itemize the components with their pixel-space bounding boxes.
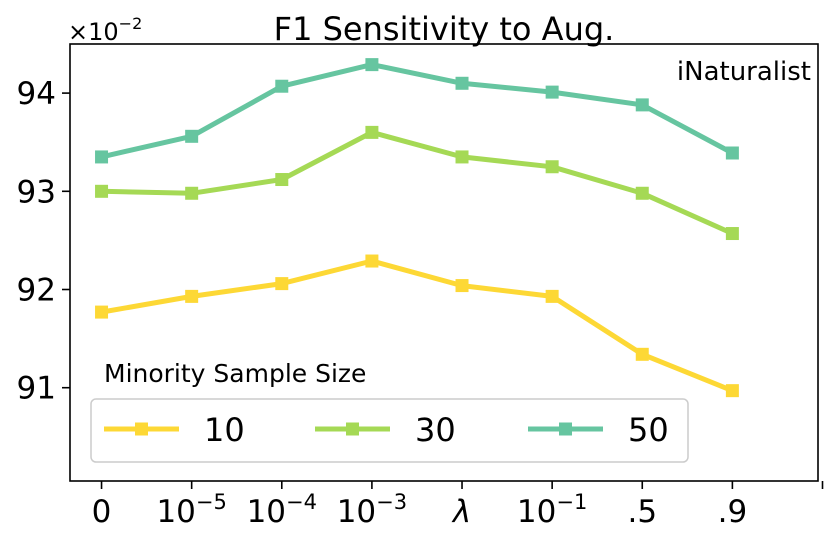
x-tick-exponent: −3	[376, 490, 407, 514]
data-point	[455, 279, 469, 293]
x-tick-base: 10	[247, 494, 286, 530]
x-tick-base: 10	[337, 494, 376, 530]
legend: Minority Sample Size 10 30 50	[90, 359, 689, 463]
y-tick-label: 93	[17, 174, 56, 210]
x-tick-base: 10	[517, 494, 556, 530]
legend-item-10: 10	[104, 411, 245, 449]
x-tick-exponent: −5	[196, 490, 227, 514]
x-tick-label: .9	[718, 494, 748, 530]
series-line	[101, 129, 734, 236]
data-point	[725, 227, 739, 241]
y-multiplier-exponent: −2	[119, 14, 143, 33]
legend-entries: 10 30 50	[104, 411, 669, 449]
series-50	[95, 58, 739, 164]
x-tick-label: 10−3	[337, 490, 407, 530]
data-point	[365, 125, 379, 139]
x-tick-label: λ	[451, 494, 471, 530]
legend-item-30: 30	[315, 411, 456, 449]
data-point	[95, 305, 109, 319]
x-axis: 0 10−5 10−4 10−3 λ 10−1.5.9	[92, 481, 824, 530]
legend-label: 50	[628, 411, 669, 449]
x-tick-exponent: −4	[286, 490, 317, 514]
legend-marker	[559, 422, 572, 436]
dataset-annotation: iNaturalist	[677, 57, 811, 87]
legend-marker	[346, 422, 359, 436]
x-tick-base: .5	[627, 494, 657, 530]
data-point	[185, 129, 199, 143]
legend-item-50: 50	[528, 411, 669, 449]
data-point	[635, 186, 649, 200]
series-line	[100, 62, 734, 160]
x-tick-base: λ	[451, 494, 471, 530]
x-tick-base: 10	[156, 494, 195, 530]
y-multiplier: ×10−2	[68, 14, 142, 46]
data-point	[545, 160, 559, 174]
data-point	[545, 85, 559, 99]
y-multiplier-base: ×10	[68, 18, 119, 46]
legend-label: 10	[204, 411, 245, 449]
plot-area	[69, 43, 819, 482]
data-point	[455, 76, 469, 90]
legend-marker	[135, 422, 148, 436]
data-point	[275, 79, 289, 93]
data-point	[725, 384, 739, 398]
series-layer	[95, 58, 739, 398]
legend-label: 30	[415, 411, 456, 449]
data-point	[275, 173, 289, 187]
x-tick-label: 10−4	[247, 490, 317, 530]
legend-title: Minority Sample Size	[104, 359, 366, 388]
data-point	[95, 150, 109, 164]
data-point	[545, 289, 559, 303]
x-tick-label: 10−5	[156, 490, 226, 530]
y-axis: 91 92 93 94	[17, 76, 70, 407]
data-point	[635, 98, 649, 112]
x-tick-label: 0	[92, 494, 112, 530]
data-point	[95, 184, 109, 198]
y-tick-label: 92	[17, 273, 56, 309]
y-tick-label: 91	[17, 371, 56, 407]
series-line	[101, 258, 734, 394]
x-tick-base: .9	[718, 494, 748, 530]
series-10	[95, 254, 739, 398]
data-point	[185, 289, 199, 303]
data-point	[365, 254, 379, 268]
x-tick-base: 0	[92, 494, 112, 530]
data-point	[455, 150, 469, 164]
x-tick-label: .5	[627, 494, 657, 530]
y-tick-label: 94	[17, 76, 56, 112]
x-tick-exponent: −1	[556, 490, 587, 514]
series-30	[95, 125, 739, 241]
data-point	[635, 347, 649, 361]
data-point	[725, 146, 739, 160]
x-tick-label: 10−1	[517, 490, 587, 530]
data-point	[365, 58, 379, 72]
data-point	[275, 277, 289, 291]
chart-title: F1 Sensitivity to Aug.	[274, 10, 615, 48]
data-point	[185, 186, 199, 200]
